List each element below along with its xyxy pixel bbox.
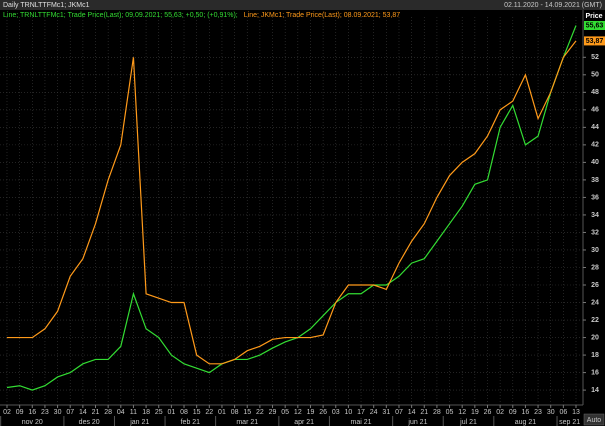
x-tick-label: 09 (509, 409, 517, 416)
date-range: 02.11.2020 - 14.09.2021 (GMT) (504, 2, 602, 9)
y-tick-label: 40 (591, 159, 599, 166)
header-bar (0, 0, 605, 10)
month-label: jun 21 (407, 419, 427, 426)
x-tick-label: 15 (243, 409, 251, 416)
legend-entry: Line; JKMc1; Trade Price(Last); 08.09.20… (244, 12, 401, 19)
y-tick-label: 22 (591, 317, 599, 324)
x-tick-label: 09 (16, 409, 24, 416)
y-tick-label: 50 (591, 72, 599, 79)
y-axis-label: Price (585, 13, 602, 20)
x-tick-label: 11 (130, 409, 137, 416)
y-tick-label: 34 (591, 212, 599, 219)
x-tick-label: 17 (357, 409, 365, 416)
x-tick-label: 14 (79, 409, 87, 416)
x-tick-label: 10 (345, 409, 353, 416)
last-value-label: 53,87 (586, 38, 604, 45)
x-tick-label: 16 (522, 409, 530, 416)
last-value-box (584, 20, 605, 30)
x-tick-label: 21 (420, 409, 428, 416)
x-tick-label: 12 (294, 409, 302, 416)
x-tick-label: 01 (167, 409, 175, 416)
y-tick-label: 38 (591, 177, 599, 184)
x-tick-label: 05 (281, 409, 289, 416)
y-tick-label: 46 (591, 107, 599, 114)
month-label: aug 21 (515, 419, 537, 426)
month-label: apr 21 (294, 419, 314, 426)
last-value-label: 55,63 (586, 22, 604, 29)
x-tick-label: 15 (193, 409, 201, 416)
y-tick-label: 14 (591, 387, 599, 394)
x-tick-label: 08 (180, 409, 188, 416)
x-tick-label: 23 (41, 409, 49, 416)
x-tick-label: 04 (117, 409, 125, 416)
x-tick-label: 30 (54, 409, 62, 416)
x-tick-label: 28 (433, 409, 441, 416)
auto-button[interactable] (583, 413, 605, 426)
month-label: nov 20 (22, 419, 43, 426)
x-tick-label: 21 (92, 409, 100, 416)
y-tick-label: 26 (591, 282, 599, 289)
month-label: mai 21 (351, 419, 372, 426)
x-tick-label: 12 (458, 409, 466, 416)
series-line (6, 25, 577, 391)
x-tick-label: 24 (370, 409, 378, 416)
x-tick-label: 29 (269, 409, 277, 416)
month-label: feb 21 (181, 419, 201, 426)
y-tick-label: 42 (591, 142, 599, 149)
y-tick-label: 24 (591, 299, 599, 306)
x-tick-label: 16 (28, 409, 36, 416)
x-tick-label: 25 (155, 409, 163, 416)
x-tick-label: 23 (534, 409, 542, 416)
x-tick-label: 07 (395, 409, 403, 416)
legend-entry: Line; TRNLTTFMc1; Trade Price(Last); 09.… (3, 12, 238, 19)
y-tick-label: 36 (591, 194, 599, 201)
y-tick-label: 32 (591, 229, 599, 236)
x-tick-label: 13 (572, 409, 580, 416)
x-tick-label: 06 (559, 409, 567, 416)
x-tick-label: 03 (332, 409, 340, 416)
y-tick-label: 48 (591, 89, 599, 96)
month-label: jan 21 (129, 419, 149, 426)
chart-title: Daily TRNLTTFMc1; JKMc1 (3, 2, 90, 9)
x-tick-label: 07 (66, 409, 74, 416)
y-tick-label: 52 (591, 54, 599, 61)
x-tick-label: 01 (218, 409, 226, 416)
y-tick-label: 28 (591, 264, 599, 271)
x-tick-label: 26 (319, 409, 327, 416)
x-tick-label: 30 (547, 409, 555, 416)
x-tick-label: 18 (142, 409, 150, 416)
x-tick-label: 28 (104, 409, 112, 416)
x-tick-label: 08 (231, 409, 239, 416)
month-label: mar 21 (236, 419, 258, 426)
month-label: sep 21 (559, 419, 580, 426)
x-tick-label: 05 (446, 409, 454, 416)
y-tick-label: 18 (591, 352, 599, 359)
x-tick-label: 14 (408, 409, 416, 416)
y-tick-label: 16 (591, 369, 599, 376)
x-tick-label: 26 (484, 409, 492, 416)
last-value-box (584, 36, 605, 46)
y-tick-label: 44 (591, 124, 599, 131)
auto-button-label[interactable]: Auto (587, 417, 602, 424)
y-tick-label: 20 (591, 334, 599, 341)
x-tick-label: 19 (307, 409, 315, 416)
x-tick-label: 19 (471, 409, 479, 416)
month-label: des 20 (79, 419, 100, 426)
month-label: jul 21 (459, 419, 477, 426)
x-tick-label: 02 (3, 409, 11, 416)
x-tick-label: 31 (382, 409, 390, 416)
x-tick-label: 22 (256, 409, 264, 416)
x-tick-label: 02 (496, 409, 504, 416)
x-tick-label: 22 (205, 409, 213, 416)
y-tick-label: 30 (591, 247, 599, 254)
series-line (7, 40, 577, 365)
